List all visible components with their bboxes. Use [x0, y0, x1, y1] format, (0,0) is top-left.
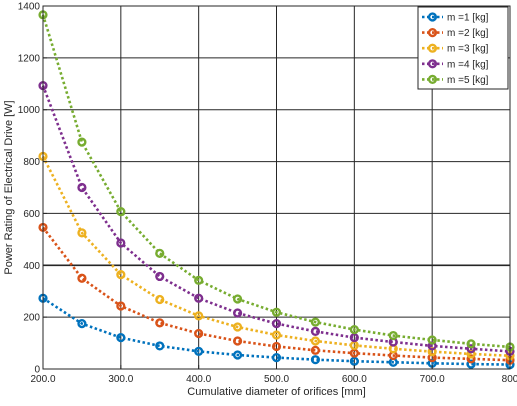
data-point — [232, 322, 243, 332]
x-axis-label: Cumulative diameter of orifices [mm] — [187, 386, 366, 398]
x-tick-label: 300.0 — [108, 374, 133, 385]
data-point — [77, 319, 87, 329]
data-point — [116, 270, 126, 280]
data-point — [194, 275, 204, 285]
data-point — [310, 317, 321, 327]
data-point — [349, 333, 359, 343]
data-point — [271, 307, 282, 317]
data-point — [232, 336, 243, 346]
x-tick-label: 800 — [502, 374, 517, 385]
legend-marker — [427, 12, 438, 22]
series-1 — [38, 293, 515, 370]
data-point — [310, 336, 321, 346]
legend-entry: m =3 [kg] — [422, 43, 489, 55]
data-point — [271, 330, 282, 340]
data-point — [155, 248, 165, 258]
data-point — [388, 330, 398, 341]
data-point — [116, 238, 126, 248]
y-tick-label: 600 — [23, 209, 40, 220]
data-point — [466, 344, 476, 354]
data-point — [194, 328, 204, 339]
legend-entry: m =2 [kg] — [422, 27, 489, 39]
series-line — [41, 226, 511, 362]
legend-label: m =3 [kg] — [447, 44, 489, 55]
y-tick-label: 200 — [23, 313, 40, 324]
legend-entry: m =4 [kg] — [422, 59, 489, 70]
y-tick-label: 1400 — [18, 2, 41, 13]
y-axis-label: Power Rating of Electrical Drive [W] — [3, 100, 15, 274]
x-tick-label: 500.0 — [264, 374, 289, 385]
data-point — [271, 341, 282, 352]
data-point — [116, 301, 126, 311]
series-line — [41, 155, 511, 358]
data-point — [349, 356, 359, 366]
data-point — [77, 228, 87, 238]
data-point — [77, 182, 87, 193]
data-point — [232, 350, 243, 360]
series-line — [41, 85, 511, 353]
data-point — [310, 326, 321, 337]
series-line — [42, 297, 511, 366]
data-point — [310, 355, 321, 365]
data-point — [194, 311, 204, 321]
data-point — [232, 308, 243, 318]
data-point — [466, 349, 476, 359]
y-tick-label: 0 — [34, 365, 40, 376]
legend: m =1 [kg] m =2 [kg] m =3 [kg] m =4 [kg] m =5… — [417, 6, 509, 90]
data-point — [194, 346, 204, 356]
y-tick-label: 400 — [23, 261, 40, 272]
data-point — [271, 352, 282, 363]
data-point — [271, 319, 282, 329]
legend-marker — [427, 59, 438, 69]
data-point — [194, 293, 204, 303]
data-point — [232, 294, 243, 304]
legend-marker — [427, 27, 438, 38]
legend-entry: m =1 [kg] — [422, 12, 489, 24]
x-tick-label: 400.0 — [186, 374, 211, 385]
data-point — [427, 335, 437, 345]
data-point — [155, 294, 165, 305]
legend-marker — [427, 74, 438, 85]
data-point — [310, 345, 321, 355]
data-point — [155, 341, 165, 351]
series-group — [38, 10, 515, 370]
data-point — [77, 137, 87, 147]
legend-label: m =2 [kg] — [447, 28, 489, 39]
y-tick-label: 1000 — [18, 105, 41, 116]
y-tick-label: 1200 — [18, 53, 41, 64]
data-point — [155, 318, 165, 328]
x-tick-label: 600.0 — [342, 374, 367, 385]
data-point — [116, 333, 126, 343]
y-tick-label: 800 — [23, 157, 40, 168]
axis-ticks: 200.0 300.0 400.0 500.0 600.0 700.0 800 0 200 400… — [18, 2, 517, 386]
legend-label: m =4 [kg] — [447, 59, 489, 70]
data-point — [155, 271, 165, 282]
data-point — [77, 273, 87, 283]
data-point — [466, 339, 476, 349]
legend-label: m =1 [kg] — [447, 13, 489, 24]
x-tick-label: 200.0 — [30, 374, 55, 385]
series-line — [41, 14, 511, 349]
data-point — [349, 324, 359, 335]
legend-entry: m =5 [kg] — [422, 74, 489, 86]
data-point — [116, 207, 126, 217]
data-point — [466, 359, 476, 369]
x-tick-label: 700.0 — [420, 374, 445, 385]
legend-marker — [427, 43, 438, 53]
series-5 — [38, 10, 515, 352]
data-point — [466, 354, 476, 364]
legend-label: m =5 [kg] — [447, 75, 489, 86]
